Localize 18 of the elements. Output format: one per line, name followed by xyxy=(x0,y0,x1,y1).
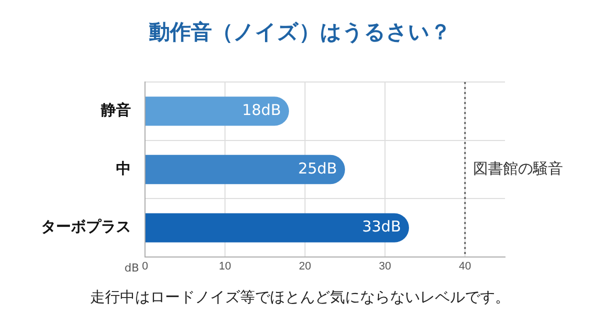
data-label: 18dB xyxy=(242,101,281,120)
y-tick-label: 静音 xyxy=(100,101,131,120)
y-tick-label: ターボプラス xyxy=(41,218,131,236)
bar xyxy=(146,154,345,184)
x-tick-label: 40 xyxy=(458,260,472,273)
x-axis-title: dB xyxy=(124,261,139,274)
y-tick-label: 中 xyxy=(116,159,131,178)
x-tick-label: 0 xyxy=(142,260,148,273)
x-tick-label: 30 xyxy=(378,260,392,273)
x-tick-label: 10 xyxy=(218,260,232,273)
data-label: 25dB xyxy=(298,159,337,178)
chart-title: 動作音（ノイズ）はうるさい？ xyxy=(148,19,452,46)
bar xyxy=(146,96,289,126)
ref-line-label: 図書館の騒音 xyxy=(473,159,563,178)
bar xyxy=(146,213,409,242)
data-label: 33dB xyxy=(362,218,401,236)
x-tick-label: 20 xyxy=(298,260,312,273)
text: 走行中はロードノイズ等でほとんど気にならないレベルです。 xyxy=(89,288,511,307)
